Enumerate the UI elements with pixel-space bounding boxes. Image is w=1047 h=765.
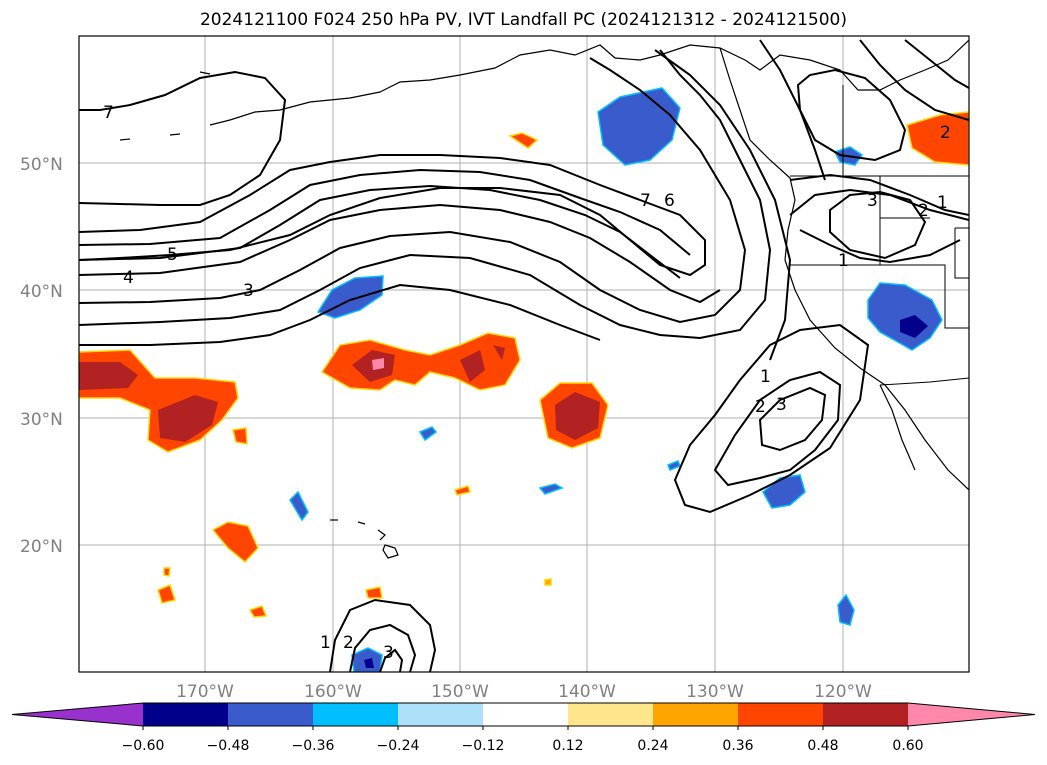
- colorbar-segment: [823, 703, 908, 726]
- colorbar-tick-label: −0.12: [462, 738, 505, 754]
- colorbar: −0.60 −0.48 −0.36 −0.24 −0.12 0.12 0.24 0.36 0.4…: [11, 702, 1036, 754]
- contour-label: 7: [640, 191, 651, 211]
- colorbar-segment: [653, 703, 738, 726]
- colorbar-extend-high: [908, 703, 1035, 726]
- colorbar-tick-label: −0.36: [292, 738, 335, 754]
- colorbar-segment: [143, 703, 228, 726]
- contour-label: 1: [937, 193, 948, 213]
- contour-label: 2: [343, 633, 354, 653]
- colorbar-tick-label: −0.48: [207, 738, 250, 754]
- lon-label: 160°W: [304, 682, 362, 702]
- pv-contours: [79, 39, 969, 672]
- colorbar-tick-label: 0.60: [892, 738, 923, 754]
- lat-label: 20°N: [20, 537, 63, 557]
- ivt-positive-anomalies: [79, 111, 969, 618]
- colorbar-segment: [483, 703, 568, 726]
- pv-contour-labels: 7 5 4 3 7 6 1 2 3 1 2 3 1 2 3 2 1: [103, 103, 951, 663]
- lon-label: 120°W: [814, 682, 872, 702]
- colorbar-tick-label: 0.36: [722, 738, 753, 754]
- colorbar-extend-low: [12, 703, 143, 726]
- latitude-labels: 50°N 40°N 30°N 20°N: [20, 155, 63, 557]
- colorbar-tick-label: −0.24: [377, 738, 420, 754]
- contour-label: 1: [760, 367, 771, 387]
- contour-label: 4: [123, 268, 134, 288]
- contour-label: 2: [940, 123, 951, 143]
- colorbar-tick-label: 0.48: [807, 738, 838, 754]
- contour-label: 3: [383, 643, 394, 663]
- contour-label: 1: [320, 633, 331, 653]
- lat-label: 50°N: [20, 155, 63, 175]
- lon-label: 130°W: [686, 682, 744, 702]
- lon-label: 150°W: [431, 682, 489, 702]
- longitude-labels: 170°W 160°W 150°W 140°W 130°W 120°W: [176, 682, 872, 702]
- colorbar-segment: [738, 703, 823, 726]
- contour-label: 2: [918, 201, 929, 221]
- contour-label: 3: [776, 395, 787, 415]
- contour-label: 2: [755, 397, 766, 417]
- lon-label: 170°W: [176, 682, 234, 702]
- lat-label: 40°N: [20, 282, 63, 302]
- lat-label: 30°N: [20, 410, 63, 430]
- colorbar-segment: [568, 703, 653, 726]
- colorbar-segment: [228, 703, 313, 726]
- colorbar-tick-label: 0.24: [637, 738, 668, 754]
- contour-label: 3: [867, 191, 878, 211]
- map-frame: [78, 35, 970, 673]
- contour-label: 3: [243, 281, 254, 301]
- contour-label: 7: [103, 103, 114, 123]
- colorbar-tick-label: 0.12: [552, 738, 583, 754]
- contour-label: 6: [664, 191, 675, 211]
- map-gridlines: [79, 36, 969, 672]
- contour-label: 1: [838, 251, 849, 271]
- map-title: 2024121100 F024 250 hPa PV, IVT Landfall…: [199, 10, 847, 30]
- colorbar-tick-label: −0.60: [122, 738, 165, 754]
- coastlines: [119, 39, 969, 559]
- lon-label: 140°W: [558, 682, 616, 702]
- contour-label: 5: [167, 245, 178, 265]
- colorbar-segment: [313, 703, 398, 726]
- colorbar-segment: [398, 703, 483, 726]
